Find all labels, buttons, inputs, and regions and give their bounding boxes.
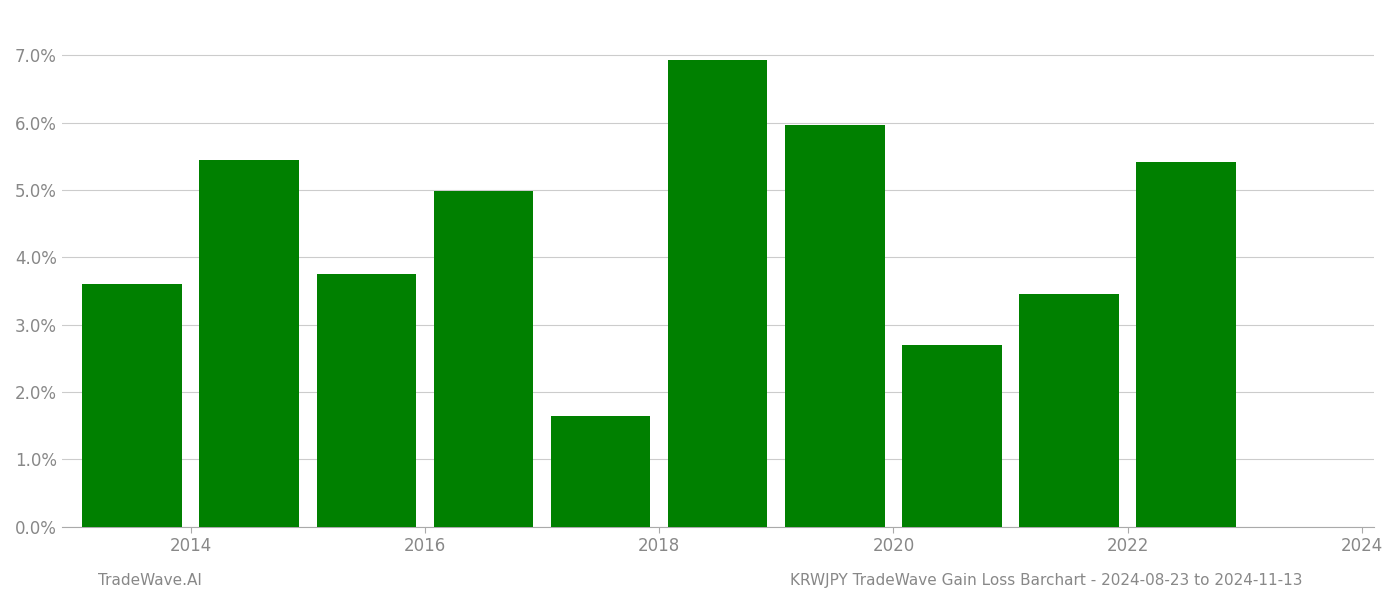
Bar — [902, 345, 1002, 527]
Bar — [550, 416, 651, 527]
Bar — [1137, 163, 1236, 527]
Bar — [668, 60, 767, 527]
Bar — [434, 191, 533, 527]
Bar — [83, 284, 182, 527]
Bar — [316, 274, 416, 527]
Bar — [785, 125, 885, 527]
Bar — [1019, 293, 1119, 527]
Text: KRWJPY TradeWave Gain Loss Barchart - 2024-08-23 to 2024-11-13: KRWJPY TradeWave Gain Loss Barchart - 20… — [790, 573, 1302, 588]
Text: TradeWave.AI: TradeWave.AI — [98, 573, 202, 588]
Bar — [199, 160, 300, 527]
